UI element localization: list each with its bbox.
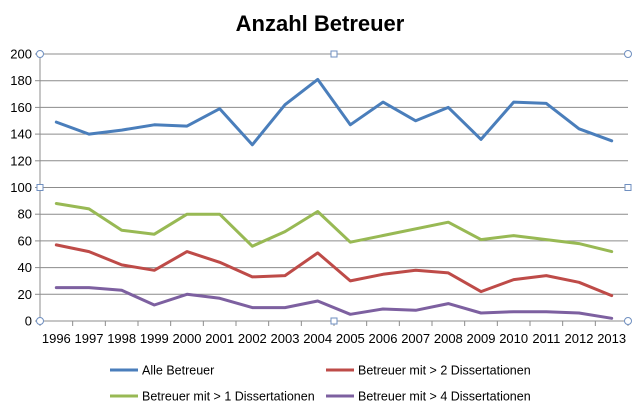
resize-handle[interactable] bbox=[36, 184, 44, 191]
legend-label: Alle Betreuer bbox=[142, 364, 214, 378]
y-tick-label: 60 bbox=[18, 233, 32, 248]
x-tick-label: 2009 bbox=[467, 331, 496, 346]
y-tick-label: 140 bbox=[10, 127, 32, 142]
series-line-2 bbox=[54, 243, 614, 298]
chart-title: Anzahl Betreuer bbox=[236, 11, 405, 36]
x-tick-label: 2010 bbox=[499, 331, 528, 346]
x-tick-label: 1998 bbox=[107, 331, 136, 346]
selection-handles[interactable] bbox=[36, 50, 632, 325]
y-tick-label: 40 bbox=[18, 260, 32, 275]
resize-handle[interactable] bbox=[624, 317, 632, 325]
y-tick-label: 200 bbox=[10, 47, 32, 62]
x-tick-label: 2000 bbox=[173, 331, 202, 346]
legend: Alle Betreuer Betreuer mit > 2 Dissertati… bbox=[110, 364, 531, 404]
x-tick-label: 2004 bbox=[303, 331, 332, 346]
legend-label: Betreuer mit > 2 Dissertationen bbox=[358, 364, 531, 378]
series-line-4 bbox=[54, 286, 614, 320]
x-tick-label: 2001 bbox=[205, 331, 234, 346]
x-tick-labels: 1996 1997 1998 1999 2000 2001 2002 2003 2004 2005… bbox=[42, 331, 626, 346]
x-tick-label: 1996 bbox=[42, 331, 71, 346]
x-tick-label: 1999 bbox=[140, 331, 169, 346]
series-lines bbox=[54, 77, 614, 320]
grid-lines bbox=[40, 53, 628, 295]
y-tick-labels: 0 20 40 60 80 100 120 140 160 180 200 bbox=[10, 47, 32, 329]
series-line-1 bbox=[54, 77, 614, 147]
legend-label: Betreuer mit > 4 Dissertationen bbox=[358, 390, 531, 404]
legend-label: Betreuer mit > 1 Dissertationen bbox=[142, 390, 315, 404]
x-tick-label: 2012 bbox=[565, 331, 594, 346]
resize-handle[interactable] bbox=[36, 50, 44, 58]
x-tick-label: 2002 bbox=[238, 331, 267, 346]
y-tick-label: 180 bbox=[10, 73, 32, 88]
y-tick-label: 100 bbox=[10, 180, 32, 195]
y-tick-label: 160 bbox=[10, 100, 32, 115]
y-tick-label: 80 bbox=[18, 207, 32, 222]
x-tick-label: 2005 bbox=[336, 331, 365, 346]
resize-handle[interactable] bbox=[624, 184, 632, 191]
resize-handle[interactable] bbox=[36, 317, 44, 325]
x-tick-label: 2011 bbox=[532, 331, 560, 346]
x-tick-label: 2003 bbox=[271, 331, 300, 346]
resize-handle[interactable] bbox=[624, 50, 632, 58]
x-tick-label: 1997 bbox=[75, 331, 104, 346]
x-tick-label: 2006 bbox=[369, 331, 398, 346]
y-tick-label: 120 bbox=[10, 153, 32, 168]
y-tick-label: 0 bbox=[25, 314, 32, 329]
series-line-3 bbox=[54, 202, 614, 254]
x-tick-label: 2008 bbox=[434, 331, 463, 346]
y-tick-label: 20 bbox=[18, 287, 32, 302]
axes bbox=[35, 53, 629, 326]
x-tick-label: 2013 bbox=[597, 331, 626, 346]
resize-handle[interactable] bbox=[330, 317, 338, 325]
x-tick-label: 2007 bbox=[401, 331, 430, 346]
resize-handle[interactable] bbox=[330, 50, 338, 58]
